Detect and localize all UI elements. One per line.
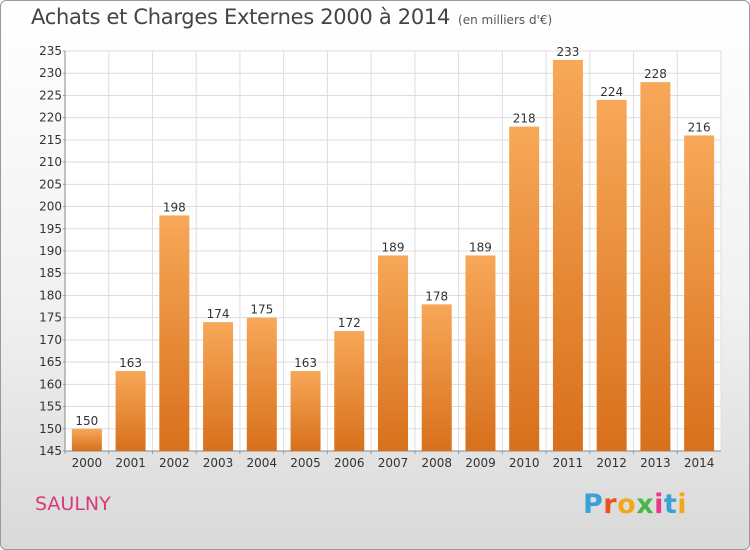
bar-2004 [246,317,277,451]
x-tick-label-2012: 2012 [596,456,627,470]
x-tick-label-2006: 2006 [334,456,365,470]
data-label-2014: 216 [688,120,711,134]
bar-2006 [334,331,365,451]
data-label-2004: 175 [250,303,273,317]
y-tick-label: 200 [39,200,62,214]
y-tick-label: 175 [39,311,62,325]
data-label-2012: 224 [600,85,623,99]
data-label-2010: 218 [513,112,536,126]
x-tick-label-2009: 2009 [465,456,496,470]
chart-title-text: Achats et Charges Externes 2000 à 2014 [31,5,451,29]
y-tick-label: 215 [39,133,62,147]
y-tick-label: 210 [39,155,62,169]
x-tick-labels: 2000 2001 2002 2003 2004 2005 2006 2007 2008 2009… [72,456,715,470]
y-tick-label: 205 [39,177,62,191]
bar-2010 [509,126,540,452]
commune-name: SAULNY [35,493,111,515]
y-tick-label: 160 [39,377,62,391]
data-label-2011: 233 [556,45,579,59]
bar-2008 [421,304,452,451]
y-tick-labels: 145 150 155 160 165 170 175 180 185 190 195 200 205 2… [39,44,62,458]
y-tick-label: 230 [39,66,62,80]
y-tick-label: 235 [39,44,62,58]
x-tick-label-2002: 2002 [159,456,190,470]
chart-subtitle: (en milliers d'€) [458,13,553,27]
data-label-2006: 172 [338,316,361,330]
bar-2005 [290,371,321,451]
y-tick-label: 165 [39,355,62,369]
y-tick-label: 145 [39,444,62,458]
bars [71,59,715,452]
y-tick-label: 185 [39,266,62,280]
data-label-2001: 163 [119,356,142,370]
proxiti-logo: Proxiti [583,489,687,520]
x-tick-label-2005: 2005 [290,456,321,470]
bar-2012 [596,99,627,451]
y-tick-label: 225 [39,88,62,102]
bar-2011 [552,59,583,452]
bar-2002 [159,215,190,451]
bar-2003 [203,322,234,451]
data-label-2013: 228 [644,67,667,81]
y-tick-label: 150 [39,422,62,436]
x-tick-label-2011: 2011 [553,456,584,470]
logo-letter: i [654,489,664,520]
y-tick-label: 180 [39,288,62,302]
logo-letter: P [583,489,604,520]
data-label-2003: 174 [207,307,230,321]
bar-2007 [378,255,408,451]
y-tick-label: 220 [39,111,62,125]
data-label-2007: 189 [382,240,405,254]
x-tick-label-2010: 2010 [509,456,540,470]
bar-2013 [640,82,671,451]
y-tick-label: 170 [39,333,62,347]
x-tick-label-2004: 2004 [247,456,278,470]
data-labels: 150 163 198 174 175 163 172 189 178 189 218 233 224 2… [75,45,710,428]
logo-letter: i [677,489,688,520]
y-tick-label: 155 [39,400,62,414]
bar-2014 [684,135,715,451]
bar-2009 [465,255,496,451]
data-label-2008: 178 [425,289,448,303]
bar-2001 [115,371,146,451]
x-tick-label-2013: 2013 [640,456,671,470]
data-label-2000: 150 [75,414,98,428]
logo-letter: r [603,489,618,520]
x-tick-label-2014: 2014 [684,456,715,470]
chart-title: Achats et Charges Externes 2000 à 2014 (e… [31,5,552,29]
data-label-2002: 198 [163,200,186,214]
logo-letter: x [636,489,655,520]
x-tick-label-2008: 2008 [421,456,452,470]
logo-letter: t [663,489,678,520]
bar-2000 [71,428,102,451]
x-tick-label-2001: 2001 [115,456,146,470]
y-tick-label: 190 [39,244,62,258]
logo-letter: o [617,489,637,520]
x-tick-label-2000: 2000 [72,456,103,470]
x-tick-label-2003: 2003 [203,456,234,470]
y-tick-label: 195 [39,222,62,236]
x-tick-label-2007: 2007 [378,456,409,470]
data-label-2005: 163 [294,356,317,370]
data-label-2009: 189 [469,240,492,254]
